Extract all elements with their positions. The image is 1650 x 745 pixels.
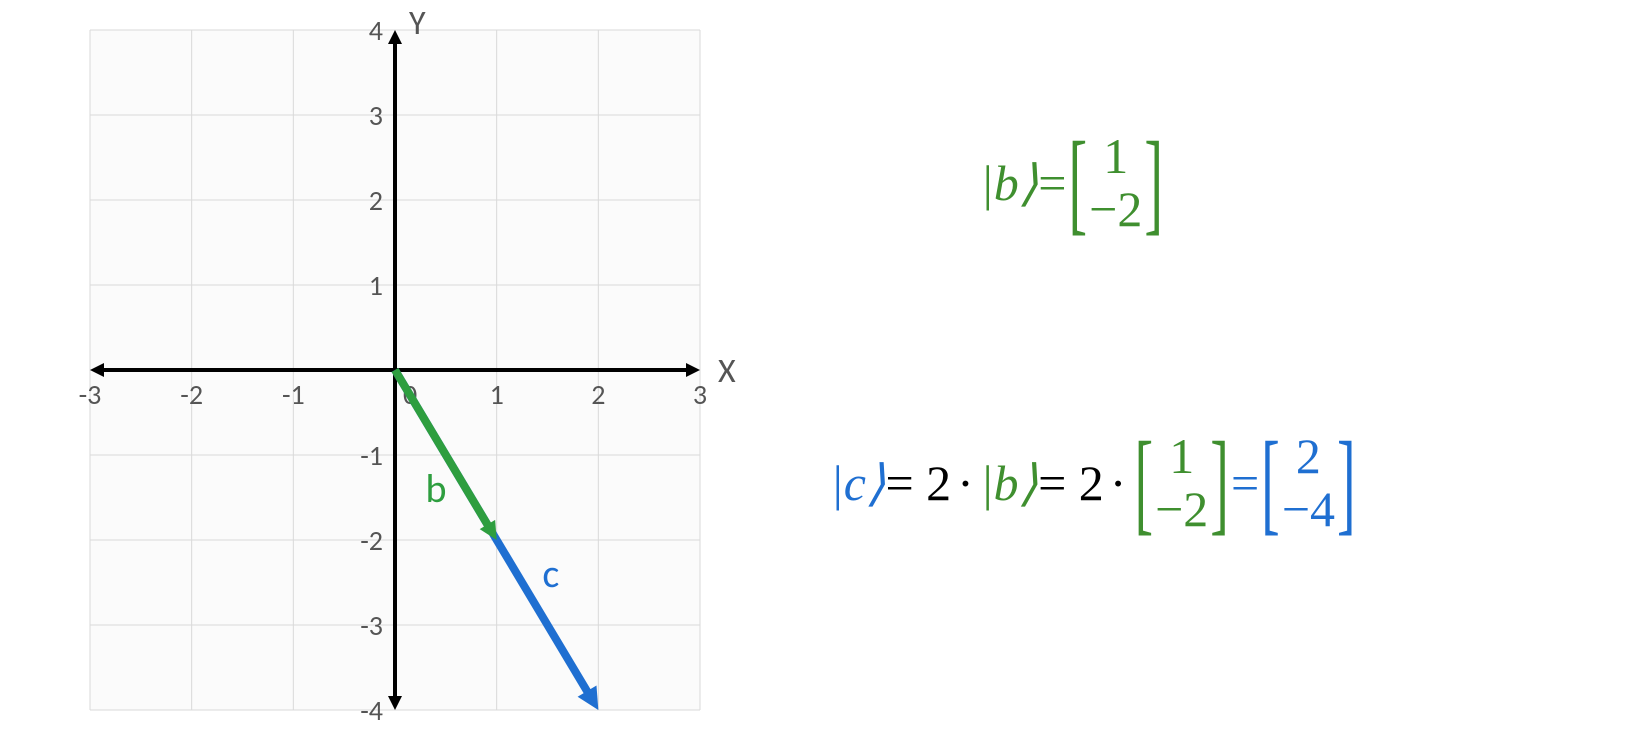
svg-text:c: c <box>542 549 559 598</box>
equals-1: = <box>1038 154 1066 212</box>
vector-chart: -3-2-10123-4-3-2-11234XYcb <box>40 0 760 740</box>
svg-text:4: 4 <box>369 13 383 48</box>
two-2: 2 <box>1079 454 1104 512</box>
right-bracket-b2: ] <box>1208 417 1231 548</box>
svg-text:2: 2 <box>369 183 383 218</box>
ket-b: |b⟩ <box>980 154 1038 212</box>
svg-text:-1: -1 <box>282 377 305 412</box>
vector-b2-row2: −2 <box>1155 483 1208 536</box>
ket-b-2: |b⟩ <box>980 454 1038 512</box>
svg-text:2: 2 <box>591 377 605 412</box>
equation-c: |c⟩ = 2 · |b⟩ = 2 · [ 1 −2 ] = [ 2 −4 ] <box>830 430 1358 535</box>
svg-text:-2: -2 <box>360 523 383 558</box>
two-1: 2 <box>926 454 951 512</box>
svg-text:-1: -1 <box>360 438 383 473</box>
dot-2: · <box>1104 454 1133 512</box>
left-bracket-b2: [ <box>1132 417 1155 548</box>
svg-text:-3: -3 <box>79 377 102 412</box>
svg-text:3: 3 <box>369 98 383 133</box>
ket-c: |c⟩ <box>830 454 885 512</box>
svg-text:Y: Y <box>409 3 426 44</box>
equals-2b: = <box>1038 454 1066 512</box>
svg-text:X: X <box>718 351 736 392</box>
svg-text:3: 3 <box>693 377 707 412</box>
vector-b2-values: 1 −2 <box>1155 430 1208 535</box>
formulas-block: |b⟩ = [ 1 −2 ] |c⟩ = 2 · |b⟩ = 2 · [ 1 <box>800 0 1620 745</box>
vector-b-row2: −2 <box>1089 183 1142 236</box>
vector-c-values: 2 −4 <box>1282 430 1335 535</box>
svg-text:-4: -4 <box>360 693 383 728</box>
svg-text:b: b <box>426 464 447 513</box>
vector-b-values: 1 −2 <box>1089 130 1142 235</box>
vector-c-row1: 2 <box>1296 430 1321 483</box>
vector-c-row2: −4 <box>1282 483 1335 536</box>
left-bracket-c: [ <box>1259 417 1282 548</box>
svg-text:1: 1 <box>369 268 383 303</box>
dot-1: · <box>951 454 980 512</box>
right-bracket-c: ] <box>1335 417 1358 548</box>
right-bracket-b: ] <box>1142 117 1165 248</box>
equals-2c: = <box>1231 454 1259 512</box>
svg-text:1: 1 <box>490 377 504 412</box>
figure-root: -3-2-10123-4-3-2-11234XYcb |b⟩ = [ 1 −2 … <box>0 0 1650 745</box>
svg-text:-2: -2 <box>180 377 203 412</box>
vector-b-row1: 1 <box>1103 130 1128 183</box>
svg-text:-3: -3 <box>360 608 383 643</box>
vector-b2-row1: 1 <box>1169 430 1194 483</box>
equation-b: |b⟩ = [ 1 −2 ] <box>980 130 1165 235</box>
equals-2a: = <box>885 454 913 512</box>
left-bracket-b: [ <box>1066 117 1089 248</box>
